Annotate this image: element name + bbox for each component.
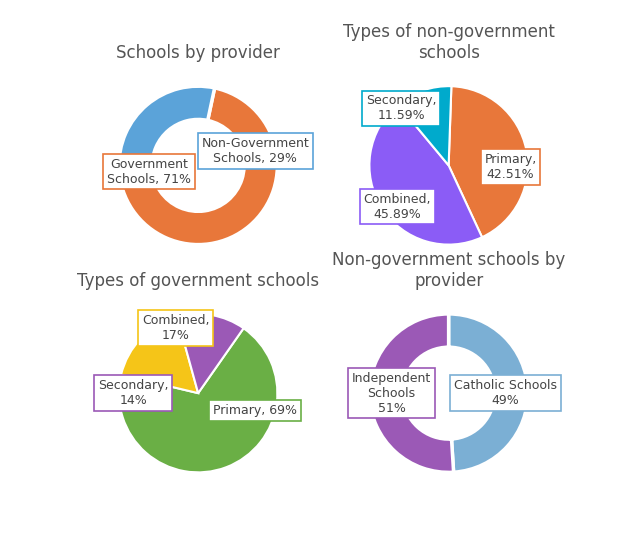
Text: Combined,
45.89%: Combined, 45.89% — [363, 192, 431, 221]
Wedge shape — [369, 314, 454, 472]
Wedge shape — [449, 86, 528, 237]
Wedge shape — [177, 314, 244, 393]
Title: Non-government schools by
provider: Non-government schools by provider — [332, 251, 565, 290]
Text: Catholic Schools
49%: Catholic Schools 49% — [454, 379, 557, 407]
Text: Combined,
17%: Combined, 17% — [142, 314, 209, 342]
Wedge shape — [119, 88, 278, 244]
Wedge shape — [119, 328, 278, 472]
Text: Secondary,
11.59%: Secondary, 11.59% — [366, 95, 437, 122]
Text: Government
Schools, 71%: Government Schools, 71% — [107, 158, 191, 186]
Title: Types of non-government
schools: Types of non-government schools — [343, 23, 555, 62]
Wedge shape — [369, 105, 482, 244]
Title: Types of government schools: Types of government schools — [77, 272, 319, 290]
Wedge shape — [121, 317, 198, 393]
Text: Secondary,
14%: Secondary, 14% — [98, 379, 168, 407]
Wedge shape — [119, 86, 215, 169]
Text: Non-Government
Schools, 29%: Non-Government Schools, 29% — [201, 137, 309, 165]
Title: Schools by provider: Schools by provider — [116, 44, 280, 62]
Text: Independent
Schools
51%: Independent Schools 51% — [352, 372, 431, 415]
Text: Primary,
42.51%: Primary, 42.51% — [485, 153, 536, 181]
Text: Primary, 69%: Primary, 69% — [213, 404, 297, 417]
Wedge shape — [449, 314, 528, 472]
Wedge shape — [398, 86, 451, 165]
